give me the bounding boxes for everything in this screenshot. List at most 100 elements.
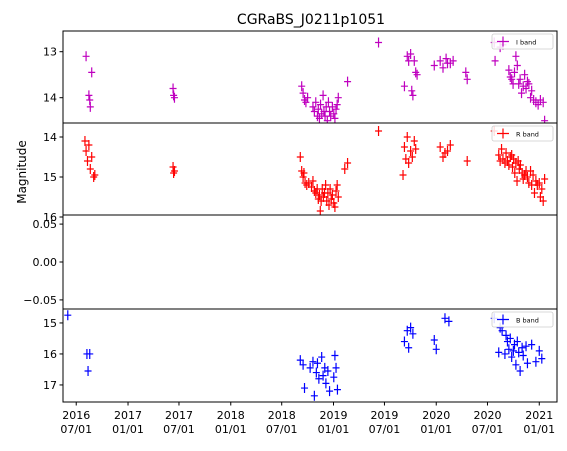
data-point (495, 150, 503, 160)
data-point (522, 341, 530, 352)
data-point (532, 356, 540, 367)
data-point (170, 168, 178, 178)
subplot-1: 14 15 16 R band (43, 122, 558, 224)
data-point (405, 342, 413, 353)
data-point (299, 88, 307, 99)
data-point (88, 67, 96, 78)
x-tick-label: 2017 (114, 409, 142, 422)
y-tick-label: 14 (43, 131, 57, 144)
x-tick-label: 01/01 (318, 423, 350, 436)
data-point (400, 336, 408, 347)
y-tick-label: 17 (43, 379, 57, 392)
data-point (319, 370, 327, 381)
data-point (317, 99, 325, 110)
y-tick-label: 16 (43, 211, 57, 224)
data-point (408, 85, 416, 96)
x-tick-label: 07/01 (163, 423, 195, 436)
data-point (412, 144, 420, 154)
legend: B band (491, 311, 554, 328)
y-tick-label: −0.05 (23, 294, 57, 307)
x-tick-label: 07/01 (60, 423, 92, 436)
data-point (334, 92, 342, 103)
data-point (539, 196, 547, 206)
data-point (333, 384, 341, 395)
data-point (410, 55, 418, 66)
data-point (403, 51, 411, 62)
data-point (85, 140, 93, 150)
data-point (322, 180, 330, 190)
data-point (318, 352, 326, 363)
data-point (403, 132, 411, 142)
data-point (304, 92, 312, 103)
data-point (326, 184, 334, 194)
x-tick-label: 01/01 (420, 423, 452, 436)
data-point (315, 373, 323, 384)
data-point (511, 168, 519, 178)
data-point (541, 115, 549, 123)
data-point (328, 101, 336, 112)
x-tick-label: 07/01 (472, 423, 504, 436)
x-axis: 201607/01201701/01201707/01201801/012018… (60, 402, 555, 436)
data-point (513, 176, 521, 186)
data-point (312, 367, 320, 378)
data-point (81, 136, 89, 146)
data-point (86, 101, 94, 112)
data-point (310, 106, 318, 117)
legend-marker (497, 36, 509, 47)
data-point (332, 362, 340, 373)
data-point (432, 344, 440, 355)
data-point (442, 53, 450, 64)
x-tick-label: 07/01 (369, 423, 401, 436)
data-point (541, 174, 549, 184)
data-point (505, 160, 513, 170)
data-point (515, 78, 523, 89)
data-point (441, 313, 449, 324)
data-point (407, 146, 415, 156)
y-tick-label: 14 (43, 92, 57, 105)
x-tick-label: 01/01 (112, 423, 144, 436)
data-point (501, 348, 509, 359)
data-point (528, 339, 536, 350)
data-point (495, 347, 503, 358)
y-tick-label: 15 (43, 317, 57, 330)
data-point (407, 49, 415, 59)
chart-title: CGRaBS_J0211p1051 (237, 12, 385, 28)
data-point (463, 156, 471, 166)
data-point (410, 136, 418, 146)
data-point (528, 85, 536, 96)
data-point (446, 140, 454, 150)
data-point (313, 358, 321, 369)
y-axis-label: Magnitude (15, 140, 29, 204)
data-point (327, 111, 335, 122)
data-point (83, 156, 91, 166)
data-point (82, 146, 90, 156)
data-points (64, 310, 546, 401)
data-point (301, 383, 309, 394)
data-point (535, 345, 543, 356)
data-point (84, 366, 92, 376)
data-point (430, 335, 438, 345)
data-point (298, 81, 306, 92)
data-point (312, 97, 320, 108)
data-point (331, 113, 339, 123)
y-tick-label: 15 (43, 171, 57, 184)
data-point (506, 72, 514, 82)
data-point (509, 162, 517, 172)
data-point (302, 97, 310, 108)
data-point (301, 95, 309, 105)
data-point (332, 104, 340, 115)
data-point (519, 350, 527, 361)
x-tick-label: 2018 (217, 409, 245, 422)
x-tick-label: 2021 (525, 409, 553, 422)
data-point (510, 67, 518, 78)
data-point (309, 356, 317, 367)
data-point (525, 78, 533, 89)
data-point (462, 67, 470, 78)
data-point (312, 188, 320, 198)
subplot-2: 0.05 0.00 −0.05 (23, 214, 558, 310)
panel-frame (62, 122, 558, 216)
legend: I band (491, 33, 554, 50)
data-point (413, 69, 421, 80)
data-point (82, 51, 90, 62)
